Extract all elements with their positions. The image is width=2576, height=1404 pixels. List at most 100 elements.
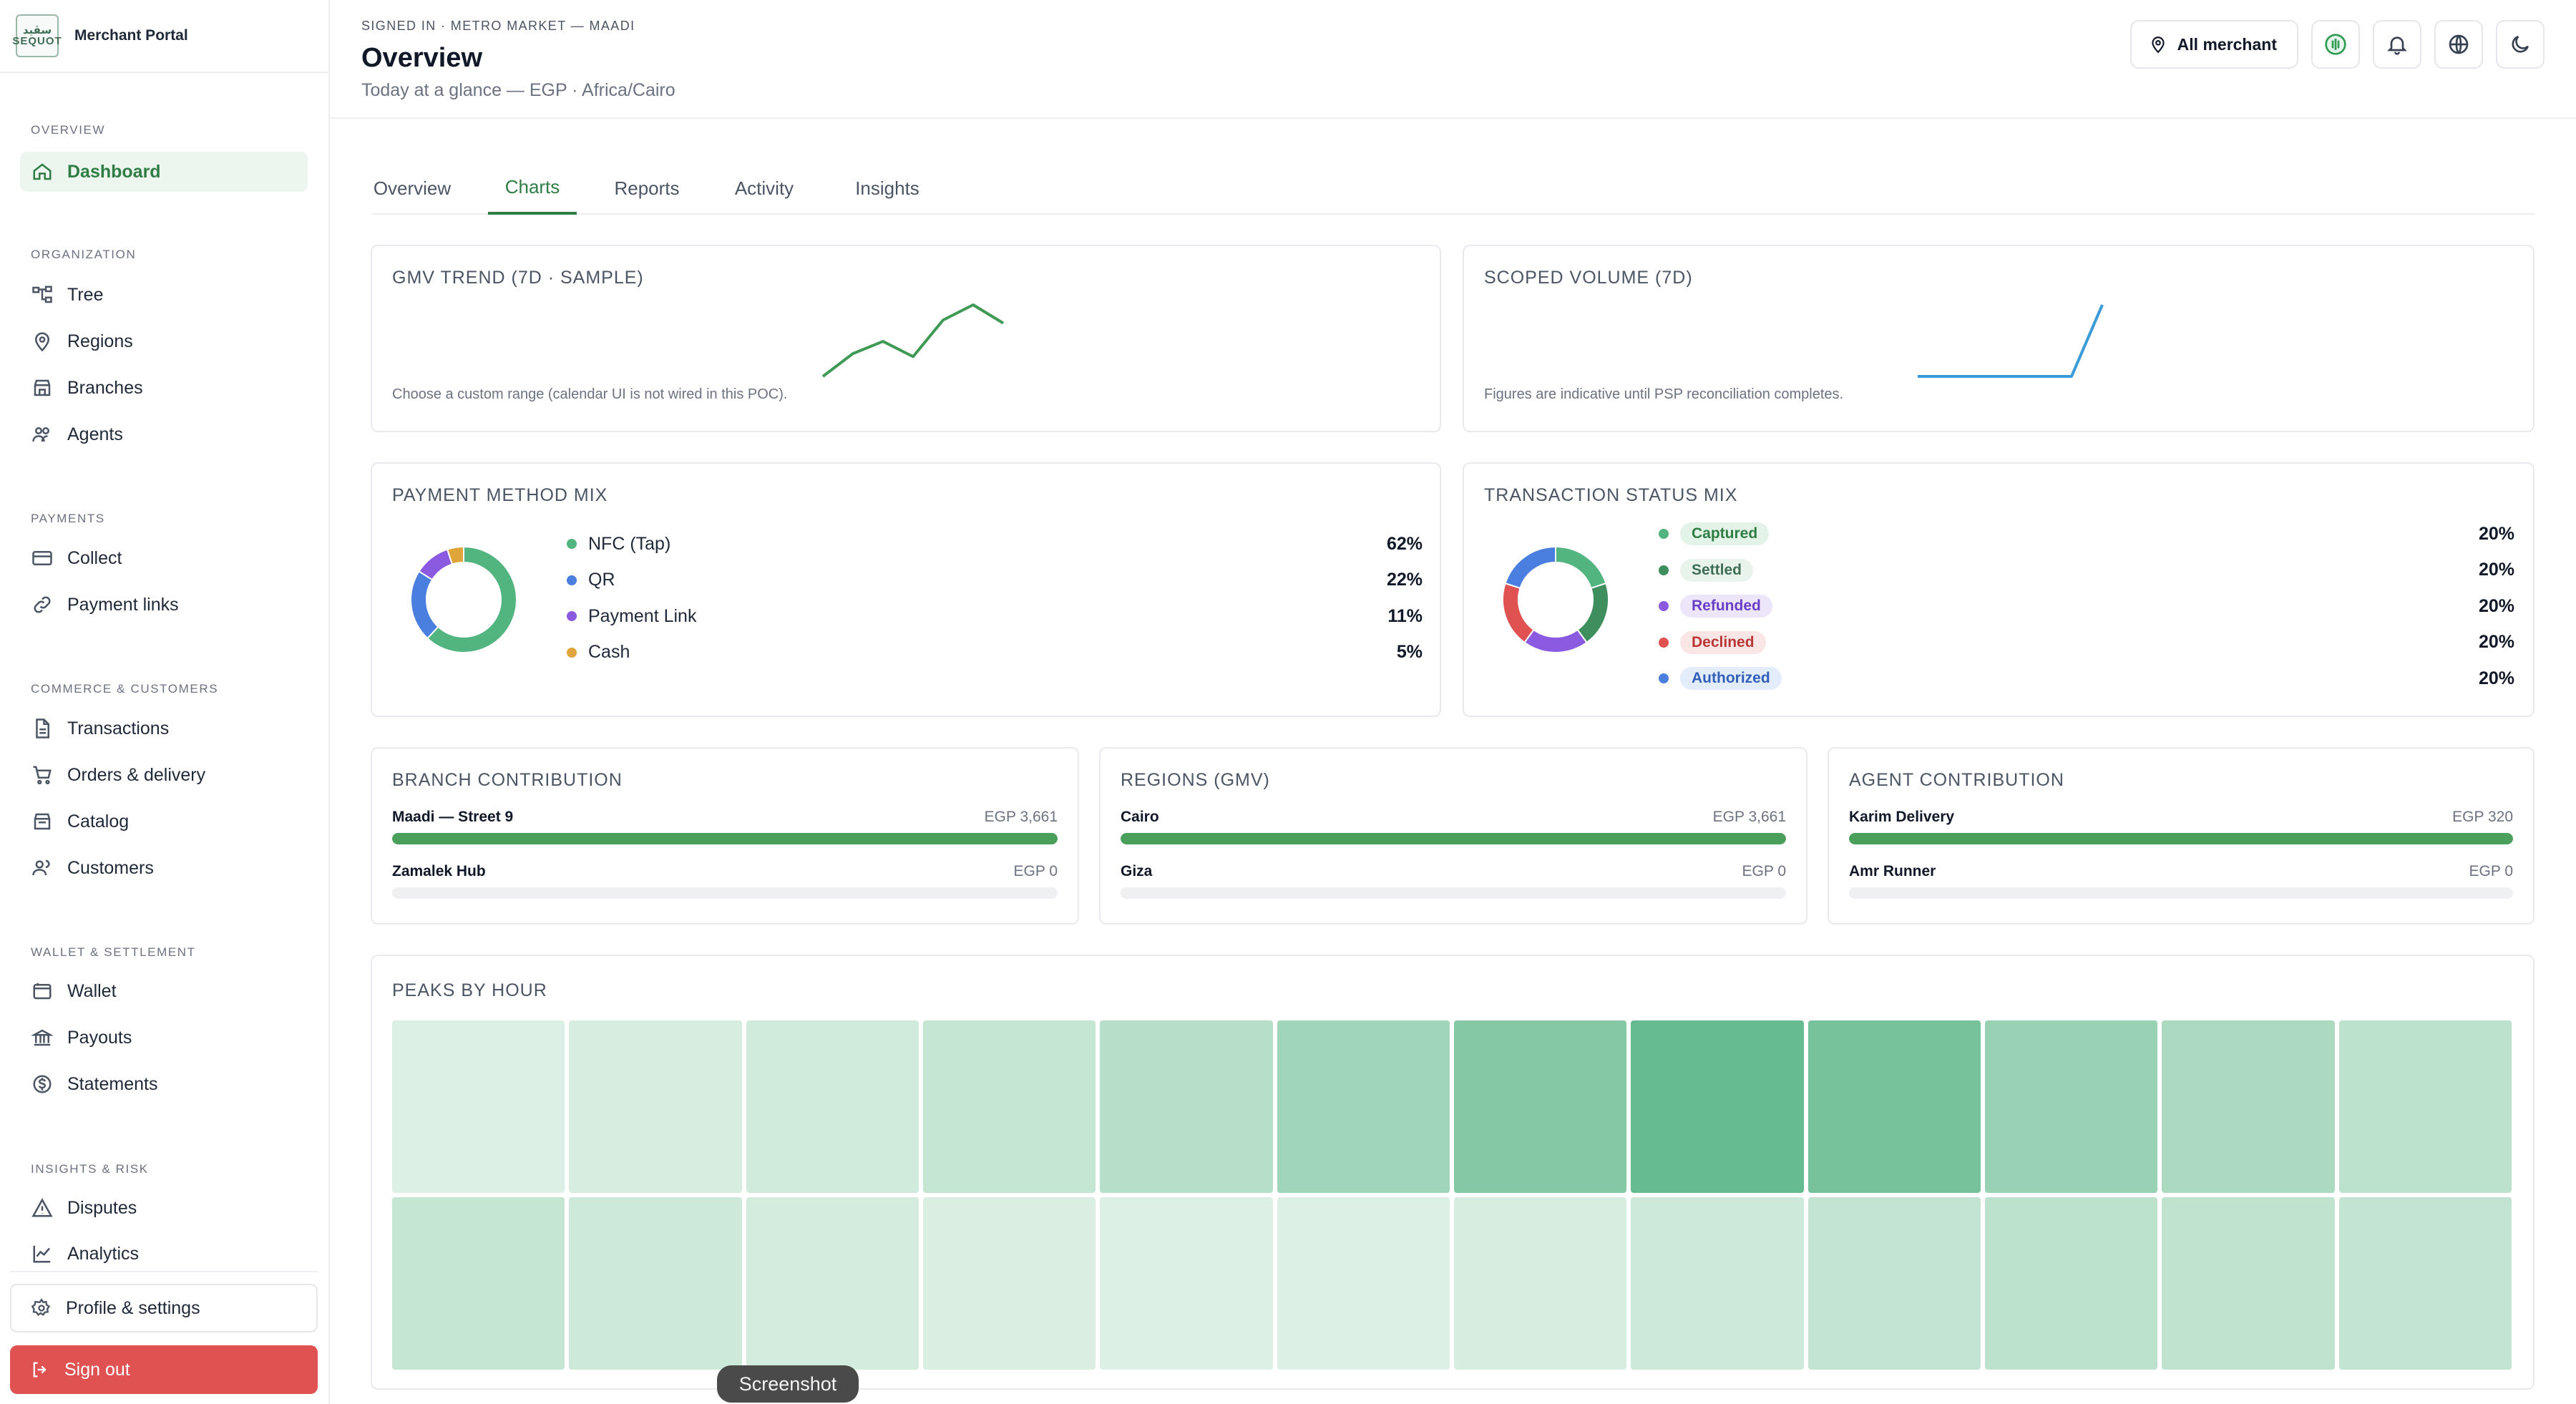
sidebar-item-tree[interactable]: Tree xyxy=(20,275,308,315)
sidebar-item-customers[interactable]: Customers xyxy=(20,848,308,888)
brand-logo-line1: سڨيد xyxy=(22,24,52,36)
payment-mix-legend-dot xyxy=(567,575,577,585)
tab-reports[interactable]: Reports xyxy=(614,177,680,199)
branch-contribution-row: Zamalek Hub EGP 0 xyxy=(392,863,1058,900)
nav-group-title: INSIGHTS & RISK xyxy=(31,1162,149,1176)
sidebar-item-label: Regions xyxy=(67,331,133,351)
sidebar-item-regions[interactable]: Regions xyxy=(20,321,308,361)
catalog-icon xyxy=(34,813,51,830)
card-icon xyxy=(32,551,52,565)
tab-activity[interactable]: Activity xyxy=(734,177,794,199)
heatmap-cell xyxy=(569,1020,742,1193)
heatmap-cell xyxy=(392,1197,565,1370)
sidebar-item-dashboard[interactable]: Dashboard xyxy=(20,152,308,192)
payment-mix-legend-dot xyxy=(567,611,577,621)
payment-mix-legend-value: 22% xyxy=(1386,570,1423,590)
heatmap-cell xyxy=(2162,1020,2335,1193)
nav-group-title: WALLET & SETTLEMENT xyxy=(31,945,196,959)
regions-gmv-bar-fill xyxy=(1121,833,1786,844)
tab-overview[interactable]: Overview xyxy=(373,177,452,199)
sidebar-item-label: Disputes xyxy=(67,1197,137,1218)
agent-contribution-card: AGENT CONTRIBUTION Karim Delivery EGP 320… xyxy=(1828,747,2534,925)
notifications-button[interactable] xyxy=(2373,20,2421,69)
sidebar-item-disputes[interactable]: Disputes xyxy=(20,1188,308,1228)
sidebar-item-catalog[interactable]: Catalog xyxy=(20,801,308,842)
heatmap-cell xyxy=(1277,1197,1450,1370)
branch-contribution-row-value: EGP 0 xyxy=(1013,863,1058,879)
payment-mix-legend-row: Payment Link 11% xyxy=(567,602,1423,630)
status-mix-legend-dot xyxy=(1659,529,1669,539)
peaks-by-hour-card: PEAKS BY HOUR xyxy=(371,955,2534,1390)
top-header: SIGNED IN · METRO MARKET — MAADI Overvie… xyxy=(330,0,2576,119)
sidebar-item-collect[interactable]: Collect xyxy=(20,538,308,578)
branch-contribution-bar-track xyxy=(392,887,1058,899)
sidebar-item-agents[interactable]: Agents xyxy=(20,414,308,454)
payment-mix-legend-label: Payment Link xyxy=(588,605,697,626)
sidebar-item-payouts[interactable]: Payouts xyxy=(20,1018,308,1058)
sidebar-item-payment-links[interactable]: Payment links xyxy=(20,585,308,625)
tab-insights[interactable]: Insights xyxy=(855,177,919,199)
payment-mix-legend-value: 5% xyxy=(1396,642,1423,662)
sidebar-item-analytics[interactable]: Analytics xyxy=(20,1234,308,1274)
sidebar-item-branches[interactable]: Branches xyxy=(20,368,308,408)
status-mix-legend-row: Captured 20% xyxy=(1659,520,2514,548)
sidebar-item-transactions[interactable]: Transactions xyxy=(20,708,308,749)
sidebar-item-label: Payouts xyxy=(67,1027,132,1048)
branch-contribution-card: BRANCH CONTRIBUTION Maadi — Street 9 EGP … xyxy=(371,747,1079,925)
chart-line-icon xyxy=(33,1245,51,1263)
heatmap-cell xyxy=(1631,1197,1804,1370)
status-mix-legend-value: 20% xyxy=(2478,632,2514,652)
agent-contribution-row-value: EGP 0 xyxy=(2469,863,2513,879)
sidebar-item-wallet[interactable]: Wallet xyxy=(20,971,308,1011)
sidebar-divider xyxy=(10,1271,318,1272)
payment-mix-donut xyxy=(410,545,517,653)
branch-contribution-bar-fill xyxy=(392,833,1058,844)
sign-out-label: Sign out xyxy=(64,1359,130,1380)
link-icon xyxy=(34,596,51,613)
heatmap-cell xyxy=(2338,1197,2512,1370)
sidebar-item-label: Collect xyxy=(67,547,122,568)
sidebar-item-statements[interactable]: Statements xyxy=(20,1064,308,1104)
branch-contribution-row-label: Maadi — Street 9 xyxy=(392,809,514,825)
nav-group-title: COMMERCE & CUSTOMERS xyxy=(31,682,219,696)
agent-contribution-row-label: Amr Runner xyxy=(1849,863,1936,879)
tree-icon xyxy=(32,286,52,303)
heatmap-cell xyxy=(392,1020,565,1193)
payment-mix-slice-cash xyxy=(446,545,464,565)
heatmap-cell xyxy=(1277,1020,1450,1193)
sign-out-button[interactable]: Sign out xyxy=(10,1345,318,1394)
status-mix-slice-captured xyxy=(1555,545,1607,590)
payment-mix-slice-payment-link xyxy=(418,548,454,581)
tab-charts[interactable]: Charts xyxy=(488,162,577,215)
sidebar-item-label: Tree xyxy=(67,284,104,305)
home-icon xyxy=(33,163,52,180)
sidebar-item-label: Analytics xyxy=(67,1243,140,1264)
warning-icon xyxy=(31,1198,53,1217)
agent-contribution-bar-track xyxy=(1849,887,2513,899)
heatmap-cell xyxy=(1100,1020,1273,1193)
profile-settings-button[interactable]: Profile & settings xyxy=(10,1284,318,1332)
gmv-trend-chart xyxy=(821,303,1005,378)
brand-logo-line2: SEQUOT xyxy=(12,35,62,47)
heatmap-cell xyxy=(923,1020,1096,1193)
heatmap-cell xyxy=(1631,1020,1804,1193)
theme-toggle-button[interactable] xyxy=(2496,20,2545,69)
sidebar-item-label: Customers xyxy=(67,857,154,878)
merchant-scope-selector[interactable]: All merchant xyxy=(2129,20,2298,69)
sidebar-item-orders-delivery[interactable]: Orders & delivery xyxy=(20,755,308,795)
scoped-volume-card: SCOPED VOLUME (7D) Figures are indicativ… xyxy=(1463,245,2534,432)
payment-mix-slice-qr xyxy=(410,570,439,640)
regions-gmv-bar-track xyxy=(1121,887,1786,899)
agent-contribution-bar-fill xyxy=(1849,833,2513,844)
map-pin-icon xyxy=(2152,36,2165,54)
status-mix-slice-authorized xyxy=(1504,545,1556,590)
heatmap-cell xyxy=(1454,1197,1627,1370)
payment-mix-legend-label: NFC (Tap) xyxy=(588,533,671,554)
language-button[interactable] xyxy=(2434,20,2483,69)
status-mix-legend-value: 20% xyxy=(2478,560,2514,580)
branch-contribution-title: BRANCH CONTRIBUTION xyxy=(392,770,623,790)
nfc-status-button[interactable] xyxy=(2311,20,2360,69)
cart-icon xyxy=(33,766,52,785)
branch-contribution-row: Maadi — Street 9 EGP 3,661 xyxy=(392,809,1058,846)
screenshot-overlay-button[interactable]: Screenshot xyxy=(717,1365,859,1403)
